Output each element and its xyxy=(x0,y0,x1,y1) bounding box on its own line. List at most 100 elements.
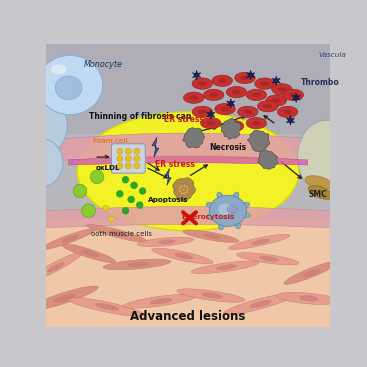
Ellipse shape xyxy=(227,205,237,214)
Ellipse shape xyxy=(192,78,212,89)
Ellipse shape xyxy=(243,110,252,114)
Ellipse shape xyxy=(42,229,95,250)
Circle shape xyxy=(82,204,95,218)
Ellipse shape xyxy=(232,90,241,94)
Text: Foam cell: Foam cell xyxy=(93,138,127,144)
Polygon shape xyxy=(226,99,235,108)
Text: SMC: SMC xyxy=(308,190,327,199)
Ellipse shape xyxy=(299,295,318,301)
Ellipse shape xyxy=(241,212,250,218)
Ellipse shape xyxy=(252,92,261,97)
Polygon shape xyxy=(192,70,201,80)
Text: Apoptosis: Apoptosis xyxy=(148,197,189,203)
Ellipse shape xyxy=(272,98,281,103)
Ellipse shape xyxy=(158,240,175,244)
Ellipse shape xyxy=(202,293,222,298)
Ellipse shape xyxy=(241,202,250,208)
Circle shape xyxy=(117,148,123,154)
Polygon shape xyxy=(292,93,300,102)
Circle shape xyxy=(178,187,182,190)
Ellipse shape xyxy=(183,230,239,243)
Ellipse shape xyxy=(209,92,218,97)
FancyBboxPatch shape xyxy=(112,144,145,173)
Ellipse shape xyxy=(67,297,145,316)
Ellipse shape xyxy=(258,101,278,112)
Polygon shape xyxy=(207,110,215,120)
Ellipse shape xyxy=(246,117,266,129)
Polygon shape xyxy=(165,168,171,185)
Polygon shape xyxy=(221,118,241,139)
Ellipse shape xyxy=(61,244,116,263)
Circle shape xyxy=(180,192,184,195)
Ellipse shape xyxy=(308,186,333,199)
Ellipse shape xyxy=(251,239,270,244)
Ellipse shape xyxy=(277,106,298,117)
Circle shape xyxy=(109,217,114,222)
Ellipse shape xyxy=(206,121,215,126)
Ellipse shape xyxy=(137,237,194,247)
Text: Advanced lesions: Advanced lesions xyxy=(130,310,246,323)
Polygon shape xyxy=(272,76,280,86)
Ellipse shape xyxy=(203,89,224,101)
Ellipse shape xyxy=(234,220,240,229)
Ellipse shape xyxy=(77,112,299,230)
Ellipse shape xyxy=(305,176,333,189)
Ellipse shape xyxy=(215,103,235,115)
Ellipse shape xyxy=(217,203,233,216)
Circle shape xyxy=(178,189,182,192)
Circle shape xyxy=(126,163,131,169)
Ellipse shape xyxy=(266,95,287,106)
Polygon shape xyxy=(258,150,278,170)
Ellipse shape xyxy=(87,225,147,242)
Ellipse shape xyxy=(221,107,230,111)
Ellipse shape xyxy=(210,195,246,226)
Ellipse shape xyxy=(150,298,172,304)
Circle shape xyxy=(128,196,135,203)
Ellipse shape xyxy=(103,259,171,270)
Ellipse shape xyxy=(204,234,221,239)
Ellipse shape xyxy=(283,89,304,101)
Circle shape xyxy=(134,148,140,154)
Ellipse shape xyxy=(109,230,127,236)
Circle shape xyxy=(134,163,140,169)
Text: ER stress: ER stress xyxy=(164,115,204,124)
Ellipse shape xyxy=(27,252,82,283)
Circle shape xyxy=(90,170,104,184)
Polygon shape xyxy=(69,156,308,165)
Text: Vascula: Vascula xyxy=(319,52,347,58)
Circle shape xyxy=(185,190,188,194)
Circle shape xyxy=(117,163,123,169)
Text: Monocyte: Monocyte xyxy=(83,60,122,69)
Ellipse shape xyxy=(217,192,223,201)
Ellipse shape xyxy=(263,104,272,109)
Ellipse shape xyxy=(255,78,275,89)
Circle shape xyxy=(126,148,131,154)
Circle shape xyxy=(183,192,186,195)
Polygon shape xyxy=(152,137,159,157)
Ellipse shape xyxy=(47,262,64,272)
Ellipse shape xyxy=(233,192,239,201)
Ellipse shape xyxy=(198,110,207,114)
Polygon shape xyxy=(183,128,205,148)
Circle shape xyxy=(117,156,123,161)
Ellipse shape xyxy=(20,139,63,187)
Ellipse shape xyxy=(224,293,295,315)
Text: Efferocytosis: Efferocytosis xyxy=(181,214,235,220)
Ellipse shape xyxy=(189,95,198,100)
Ellipse shape xyxy=(212,75,232,87)
Ellipse shape xyxy=(218,221,225,230)
Ellipse shape xyxy=(177,289,245,302)
Ellipse shape xyxy=(276,292,339,304)
Ellipse shape xyxy=(51,65,66,75)
Circle shape xyxy=(116,190,123,197)
Ellipse shape xyxy=(201,117,221,129)
Ellipse shape xyxy=(82,250,98,257)
Ellipse shape xyxy=(237,106,258,117)
Circle shape xyxy=(183,184,186,187)
Ellipse shape xyxy=(55,76,82,100)
Circle shape xyxy=(185,185,188,189)
Polygon shape xyxy=(247,70,255,80)
Ellipse shape xyxy=(272,84,292,95)
Text: ER stress: ER stress xyxy=(155,160,195,169)
Polygon shape xyxy=(286,116,295,125)
